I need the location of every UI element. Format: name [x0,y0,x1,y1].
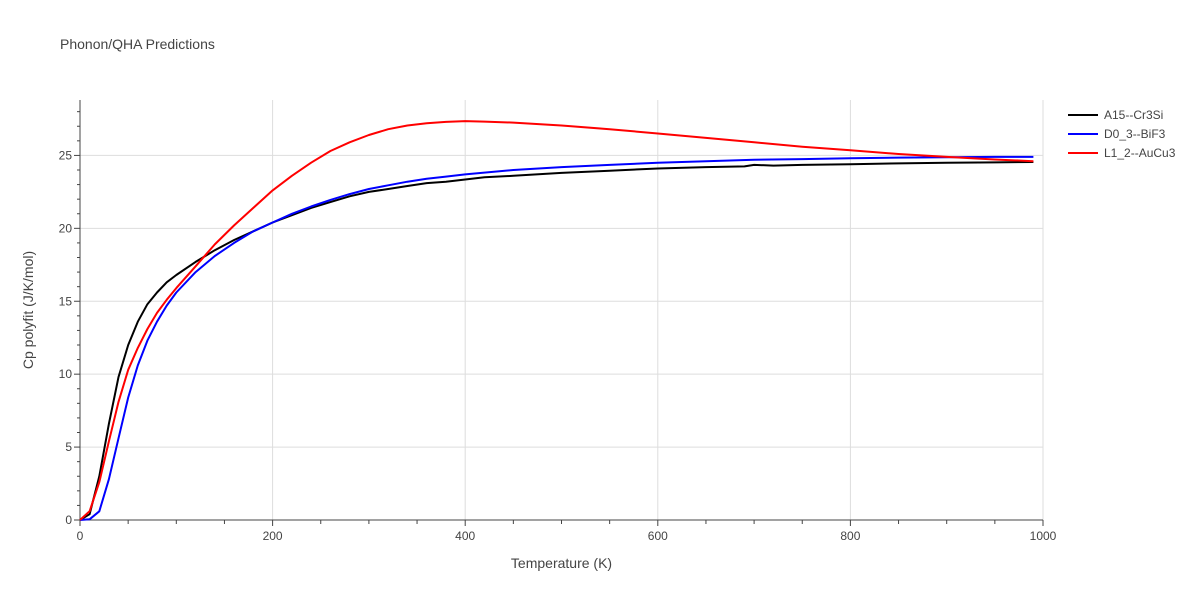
x-tick-label: 1000 [1030,529,1057,543]
y-axis-title: Cp polyfit (J/K/mol) [20,251,36,369]
legend-item[interactable]: L1_2--AuCu3 [1068,146,1176,160]
chart-title: Phonon/QHA Predictions [60,36,215,52]
legend-label: A15--Cr3Si [1104,108,1163,122]
y-tick-label: 0 [65,513,72,527]
series-line-d0-3-bif3 [79,155,1034,521]
x-tick-label: 600 [648,529,668,543]
legend-label: D0_3--BiF3 [1104,127,1166,141]
x-tick-label: 800 [840,529,860,543]
x-tick-label: 0 [77,529,84,543]
y-tick-label: 15 [59,294,73,308]
series-line-a15-cr3si [79,161,1034,521]
grid-lines [80,100,1044,520]
legend-item[interactable]: A15--Cr3Si [1068,108,1163,122]
legend-item[interactable]: D0_3--BiF3 [1068,127,1166,141]
y-tick-label: 5 [65,440,72,454]
legend-label: L1_2--AuCu3 [1104,146,1176,160]
legend[interactable]: A15--Cr3Si D0_3--BiF3 L1_2--AuCu3 [1068,108,1176,160]
x-axis-title: Temperature (K) [511,555,612,571]
y-tick-label: 25 [59,148,73,162]
y-tick-label: 20 [59,221,73,235]
axes [74,100,1044,526]
tick-labels: 0 200 400 600 800 1000 0 5 10 15 20 25 [59,148,1057,543]
y-tick-label: 10 [59,367,73,381]
series-layer [79,120,1034,521]
series-line-l1-2-aucu3 [79,120,1034,521]
x-tick-label: 200 [263,529,283,543]
x-tick-label: 400 [455,529,475,543]
